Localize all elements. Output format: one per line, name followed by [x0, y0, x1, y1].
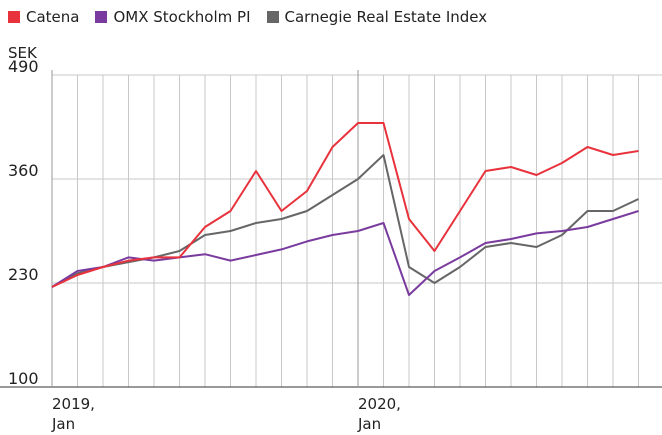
y-axis-label: SEK — [8, 44, 37, 62]
y-tick-label: 490 — [8, 57, 39, 76]
legend-swatch — [8, 11, 20, 23]
line-series — [51, 210, 639, 296]
legend: Catena OMX Stockholm PI Carnegie Real Esta… — [8, 8, 487, 26]
line-series — [51, 154, 639, 288]
legend-swatch — [266, 11, 279, 23]
y-tick-label: 360 — [8, 161, 39, 180]
legend-label: Catena — [26, 8, 80, 26]
legend-label: OMX Stockholm PI — [113, 8, 251, 26]
y-tick-label: 100 — [8, 369, 39, 388]
y-tick-label: 230 — [8, 265, 39, 284]
x-tick-label: 2020, Jan — [358, 395, 401, 433]
line-series — [51, 122, 639, 288]
legend-label: Carnegie Real Estate Index — [284, 8, 488, 26]
legend-swatch — [95, 11, 108, 23]
legend-item: OMX Stockholm PI — [95, 8, 251, 26]
legend-item: Carnegie Real Estate Index — [266, 8, 488, 26]
x-tick-label: 2019, Jan — [52, 395, 95, 433]
legend-item: Catena — [8, 8, 79, 26]
